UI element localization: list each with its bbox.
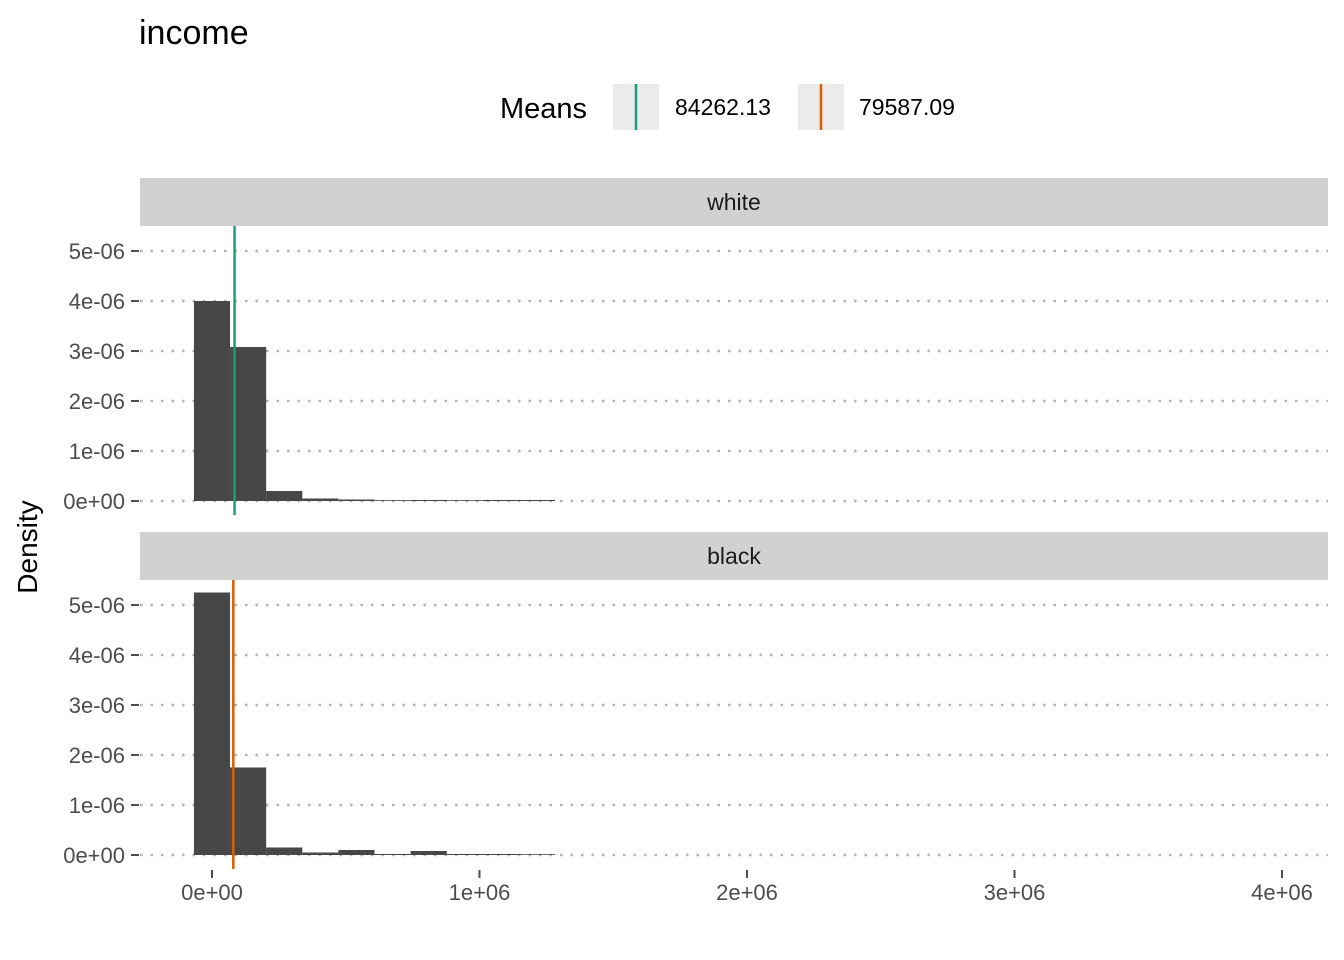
histogram-bar-black-3 xyxy=(302,852,339,855)
facet-strip-white xyxy=(140,178,1328,226)
histogram-bar-white-0 xyxy=(193,301,231,501)
histogram-bar-black-8 xyxy=(482,854,519,855)
histogram-bar-black-6 xyxy=(410,851,447,855)
plot-area: white0e+001e-062e-063e-064e-065e-06black… xyxy=(63,178,1328,905)
histogram-bar-black-7 xyxy=(446,854,483,855)
y-tick-label-white-0: 0e+00 xyxy=(63,489,125,514)
histogram-bar-black-2 xyxy=(266,847,303,855)
x-tick-label-4: 4e+06 xyxy=(1251,880,1313,905)
x-tick-label-1: 1e+06 xyxy=(449,880,511,905)
x-tick-label-3: 3e+06 xyxy=(984,880,1046,905)
histogram-bar-white-5 xyxy=(374,500,411,501)
histogram-bar-black-4 xyxy=(338,850,375,855)
histogram-bar-white-7 xyxy=(446,500,483,501)
facet-strip-label-black: black xyxy=(707,543,761,569)
facet-panel-black: black 0e+00 1e-06 2e-06 3e-06 4e-06 5e-06 xyxy=(63,532,1328,869)
histogram-bar-black-1 xyxy=(230,767,267,855)
legend-label-2: 79587.09 xyxy=(859,94,955,120)
histogram-bar-white-9 xyxy=(518,500,556,501)
y-tick-label-black-3: 3e-06 xyxy=(69,693,125,718)
y-tick-label-white-2: 2e-06 xyxy=(69,389,125,414)
histogram-bar-black-5 xyxy=(374,854,411,855)
legend-label-1: 84262.13 xyxy=(675,94,771,120)
histogram-bar-white-1 xyxy=(230,347,267,501)
y-tick-label-white-5: 5e-06 xyxy=(69,239,125,264)
facet-panel-white: white 0e+00 1e-06 2e-06 3e-06 4e-06 5e-06 xyxy=(63,178,1328,515)
y-tick-label-black-2: 2e-06 xyxy=(69,743,125,768)
y-tick-label-black-1: 1e-06 xyxy=(69,793,125,818)
x-tick-label-0: 0e+00 xyxy=(181,880,243,905)
y-tick-label-black-0: 0e+00 xyxy=(63,843,125,868)
y-tick-label-white-1: 1e-06 xyxy=(69,439,125,464)
facet-strip-black xyxy=(140,532,1328,580)
facet-strip-label-white: white xyxy=(706,189,761,215)
histogram-bar-white-8 xyxy=(482,500,519,501)
y-tick-label-black-4: 4e-06 xyxy=(69,643,125,668)
histogram-bar-black-9 xyxy=(518,854,556,855)
histogram-bar-white-4 xyxy=(338,499,375,501)
histogram-bar-white-3 xyxy=(302,498,339,501)
y-axis-title: Density xyxy=(12,500,43,593)
chart-title: income xyxy=(139,14,249,52)
histogram-bar-white-6 xyxy=(410,500,447,501)
legend: Means 84262.13 79587.09 xyxy=(500,84,955,130)
histogram-bar-black-0 xyxy=(193,592,231,855)
histogram-bar-white-2 xyxy=(266,491,303,501)
y-tick-label-black-5: 5e-06 xyxy=(69,593,125,618)
y-tick-label-white-4: 4e-06 xyxy=(69,289,125,314)
y-tick-label-white-3: 3e-06 xyxy=(69,339,125,364)
legend-title: Means xyxy=(500,93,587,125)
x-tick-label-2: 2e+06 xyxy=(716,880,778,905)
